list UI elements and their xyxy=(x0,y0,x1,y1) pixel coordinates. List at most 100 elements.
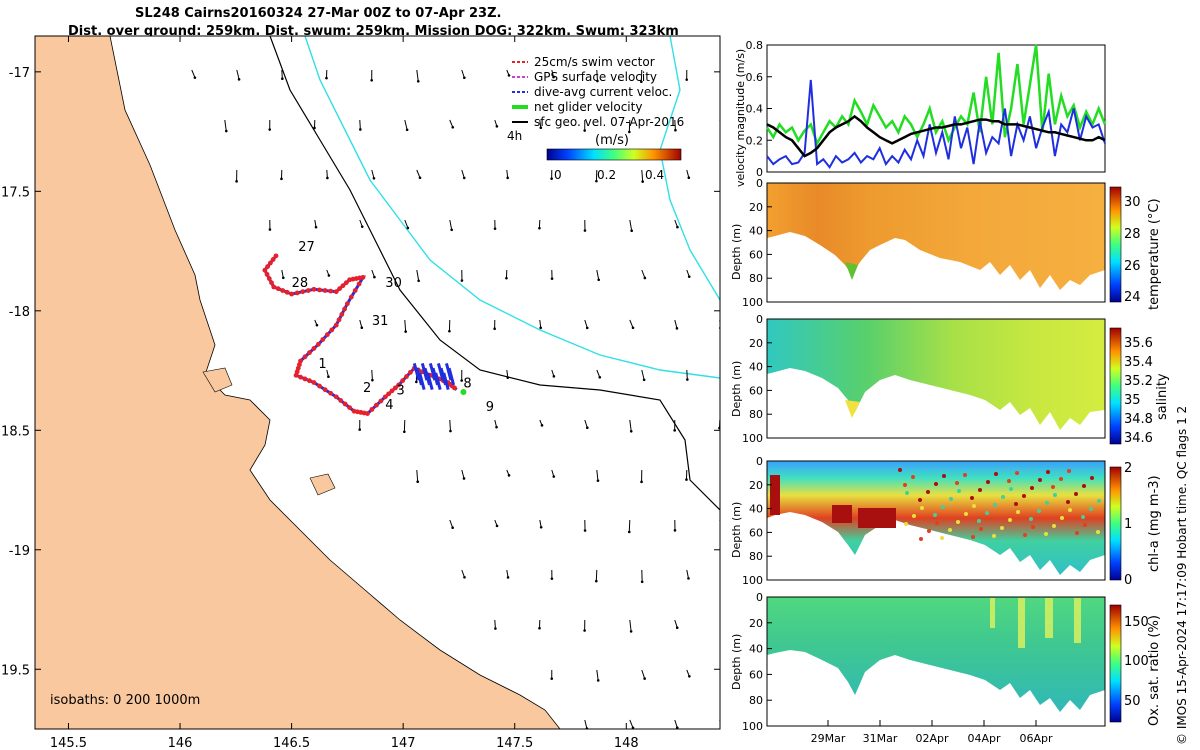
chla-sample-dot xyxy=(1097,499,1101,503)
chla-sample-dot xyxy=(904,522,908,526)
current-arrow xyxy=(404,119,408,130)
current-arrow-head xyxy=(462,176,466,180)
swim-vector-dot xyxy=(386,391,392,397)
cbar-tick: 150 xyxy=(1124,615,1149,630)
chla-sample-dot xyxy=(1096,530,1100,534)
chla-sample-dot xyxy=(903,483,907,487)
current-arrow-head xyxy=(506,376,510,380)
current-arrow-head xyxy=(237,78,241,81)
swim-vector-dot xyxy=(333,289,339,295)
chla-max-patches xyxy=(770,475,896,528)
current-arrow-head xyxy=(675,726,679,729)
current-vector xyxy=(447,367,456,386)
day-label: 2 xyxy=(363,381,371,396)
depth-tick-label: 0 xyxy=(756,591,763,604)
current-arrow-head xyxy=(720,125,723,128)
current-arrow-head xyxy=(325,76,328,80)
current-arrow-head xyxy=(326,176,329,180)
isobath-1000m-north xyxy=(659,36,720,301)
current-arrow-head xyxy=(640,580,644,584)
current-arrow-head xyxy=(629,630,633,633)
lat-tick-label: 19.5 xyxy=(1,663,30,678)
current-vector xyxy=(434,372,442,391)
swim-vector-dot xyxy=(317,383,322,389)
current-arrow xyxy=(416,469,419,482)
current-arrow xyxy=(641,369,645,380)
swim-vector-dot xyxy=(265,264,271,270)
current-arrow-head xyxy=(641,180,644,183)
current-arrow xyxy=(641,269,646,279)
colorbar-tick: 0.4 xyxy=(645,168,664,182)
current-arrow-head xyxy=(586,426,589,430)
current-arrow xyxy=(674,719,678,728)
chla-sample-dot xyxy=(1000,526,1004,530)
swim-vector-dot xyxy=(360,274,366,280)
oxygen-depth-axis: 0 20 40 60 80 100 xyxy=(742,591,772,733)
swim-vector-dot xyxy=(270,257,276,262)
swim-vector-dot xyxy=(452,385,457,391)
current-arrow-head xyxy=(595,179,598,183)
chla-sample-dot xyxy=(972,504,976,508)
swim-vector-dot xyxy=(289,291,294,297)
current-arrow-head xyxy=(642,378,646,382)
legend-net-glider-velocity: net glider velocity xyxy=(512,100,642,114)
current-arrow xyxy=(359,119,361,130)
current-arrow xyxy=(732,470,733,478)
day-label: 28 xyxy=(292,276,309,291)
chla-sample-dot xyxy=(1038,478,1042,482)
lon-tick-label: 146 xyxy=(168,736,193,750)
chla-sample-dot xyxy=(1037,509,1041,513)
current-arrow-head xyxy=(416,480,419,484)
chla-cbar-label: chl-a (mg m-3) xyxy=(1147,475,1162,572)
current-arrow-head xyxy=(629,429,633,433)
current-arrow-head xyxy=(493,227,497,230)
chla-sample-dot xyxy=(970,496,974,500)
depth-tick-label: 40 xyxy=(749,361,763,374)
current-arrow-head xyxy=(687,577,690,580)
salinity-high-patch xyxy=(845,400,860,418)
current-arrow-head xyxy=(372,176,376,180)
chla-sample-dot xyxy=(993,503,997,507)
current-arrow-head xyxy=(359,128,362,131)
chla-sample-dot xyxy=(927,529,931,533)
current-arrow xyxy=(686,569,689,579)
current-arrow xyxy=(629,719,634,728)
swim-vector-dot xyxy=(344,301,350,307)
current-arrow-head xyxy=(733,574,736,577)
depth-tick-label: 100 xyxy=(742,720,763,733)
lon-tick-label: 147 xyxy=(391,736,416,750)
current-arrow-head xyxy=(552,475,556,478)
swim-vector-dot xyxy=(298,374,303,380)
depth-tick-label: 80 xyxy=(749,550,763,563)
chla-sample-dot xyxy=(1008,518,1012,522)
chla-sample-dot xyxy=(978,488,982,492)
current-arrow-head xyxy=(731,477,734,480)
chla-sample-dot xyxy=(994,472,998,476)
legend-dive-avg-current: dive-avg current veloc. xyxy=(512,85,672,99)
salinity-depth-axis: 0 20 40 60 80 100 xyxy=(742,313,772,445)
map-legend: 25cm/s swim vector GPS surface velocity … xyxy=(507,55,684,182)
current-arrow xyxy=(629,319,634,328)
current-arrow-head xyxy=(583,529,587,532)
chla-sample-dot xyxy=(935,521,939,525)
velocity-ytick-label: 0.6 xyxy=(746,71,764,84)
current-arrow-head xyxy=(417,279,420,283)
current-arrow xyxy=(641,669,646,679)
cbar-tick: 35.4 xyxy=(1124,355,1153,370)
chla-sample-dot xyxy=(1046,470,1050,474)
current-arrow-head xyxy=(495,125,499,128)
current-arrow-head xyxy=(405,128,409,132)
surface-velocity-vectors xyxy=(191,69,736,729)
legend-swim-vector: 25cm/s swim vector xyxy=(512,55,655,69)
salinity-panel: 0 20 40 60 80 100 Depth (m) 34.6 34.8 35 35.2… xyxy=(730,313,1170,446)
current-arrow-head xyxy=(493,327,496,330)
current-arrow-head xyxy=(539,326,542,330)
current-arrow xyxy=(449,119,454,128)
current-arrow-head xyxy=(448,329,451,333)
chla-sample-dot xyxy=(1022,494,1026,498)
current-arrow-head xyxy=(358,428,361,431)
lon-tick-label: 145.5 xyxy=(50,736,87,750)
swim-vector-dot xyxy=(333,322,339,328)
velocity-ytick-label: 0 xyxy=(756,166,763,179)
chla-sample-dot xyxy=(977,519,981,523)
